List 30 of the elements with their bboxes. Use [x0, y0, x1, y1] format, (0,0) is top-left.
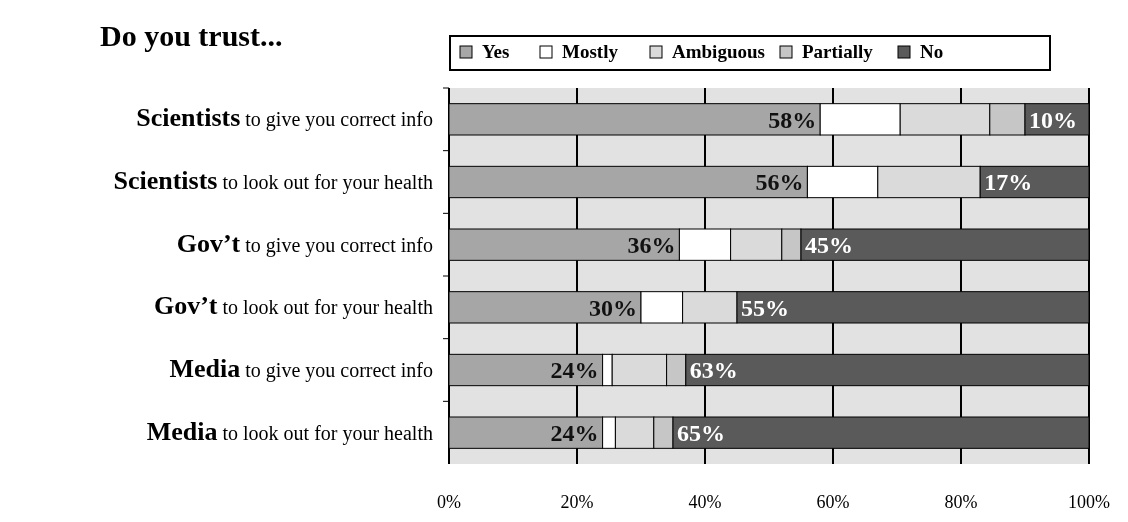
legend-label: Yes — [482, 41, 510, 62]
y-tick-label: Scientists to give you correct info — [136, 103, 433, 133]
data-label: 10% — [1029, 106, 1077, 133]
x-tick-label: 60% — [816, 492, 850, 512]
data-label: 55% — [741, 294, 789, 321]
legend-label: Ambiguous — [672, 41, 765, 62]
x-tick-label: 0% — [437, 492, 461, 512]
data-label: 65% — [677, 420, 725, 447]
y-tick-label: Scientists to look out for your health — [113, 166, 433, 195]
data-label: 45% — [805, 232, 853, 259]
y-tick-label: Gov’t to look out for your health — [153, 291, 433, 321]
y-tick-label: Media to give you correct info — [169, 354, 433, 383]
legend-label: Partially — [802, 41, 874, 62]
y-tick-label: Media to look out for your health — [146, 416, 433, 446]
x-tick-label: 100% — [1068, 492, 1110, 512]
data-label: 56% — [755, 169, 804, 196]
data-label: 24% — [550, 357, 599, 384]
x-tick-label: 20% — [560, 492, 594, 512]
text: Do you trust... — [100, 19, 283, 52]
y-tick-label: Gov’t to give you correct info — [176, 228, 433, 258]
data-label: 36% — [627, 232, 676, 259]
x-tick-label: 80% — [944, 492, 978, 512]
legend-label: No — [920, 41, 944, 62]
legend-label: Mostly — [562, 41, 619, 62]
data-label: 63% — [689, 357, 738, 384]
data-label: 30% — [589, 294, 637, 321]
x-tick-label: 40% — [688, 492, 722, 512]
data-label: 24% — [550, 420, 599, 447]
data-label: 17% — [984, 169, 1033, 196]
data-label: 58% — [768, 106, 817, 133]
